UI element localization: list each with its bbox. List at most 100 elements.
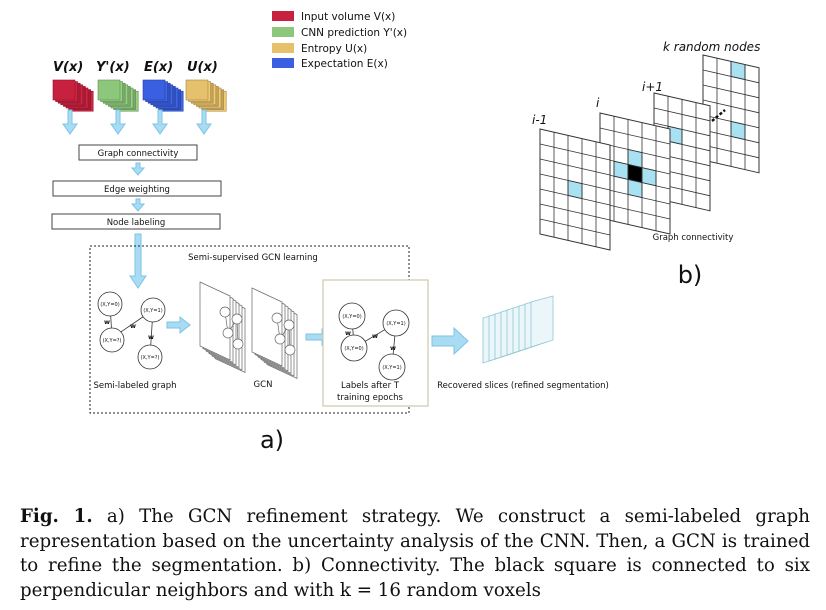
legend-swatch-cnn <box>272 27 294 37</box>
graph-node <box>137 344 163 370</box>
legend-label-input: Input volume V(x) <box>301 11 395 23</box>
node-label-y0: (X,Y=0) <box>344 346 363 352</box>
edge-label-w: w <box>130 322 136 330</box>
caption-fig-label: Fig. 1. <box>20 506 93 527</box>
semi-labeled-graph-label: Semi-labeled graph <box>93 381 176 391</box>
random-link-dashes <box>711 109 726 122</box>
legend-swatch-expectation <box>272 58 294 68</box>
legend-label-entropy: Entropy U(x) <box>301 43 367 55</box>
edge-weighting-label: Edge weighting <box>104 185 170 195</box>
volume-slice <box>52 79 76 101</box>
connectivity-grid <box>702 54 760 174</box>
panel-b-label: b) <box>678 261 703 289</box>
slice-label-next: i+1 <box>642 80 663 94</box>
grid-line <box>539 188 611 206</box>
node-labeling-box <box>51 213 221 230</box>
connectivity-grid <box>539 128 611 251</box>
volume-label-e: E(x) <box>144 60 173 75</box>
node-label-y1: (X,Y=1) <box>382 365 401 371</box>
grid-line <box>702 144 760 159</box>
volume-label-v: V(x) <box>53 60 83 75</box>
graph-node <box>340 334 368 362</box>
grid-line <box>599 172 671 190</box>
labels-after-t-box <box>322 279 429 407</box>
arrow-step-2 <box>130 198 146 212</box>
node-label-yq: (X,Y=?) <box>141 355 160 361</box>
gcn-node <box>271 312 283 324</box>
gcn-node <box>284 344 296 356</box>
edge-label-w: w <box>372 332 378 340</box>
legend-label-cnn: CNN prediction Y'(x) <box>301 27 407 39</box>
volume-stack <box>142 79 184 112</box>
node-label-yq: (X,Y=?) <box>103 338 122 344</box>
gcn-layer <box>251 287 283 367</box>
graph-node <box>378 353 406 381</box>
volume-arrows <box>62 109 212 135</box>
volume-slice <box>185 79 209 101</box>
node-label-y0: (X,Y=0) <box>100 302 119 308</box>
gcn-layer-stack <box>199 281 246 374</box>
edge-label-w: w <box>345 329 351 337</box>
grid-line <box>599 187 671 205</box>
recovered-slice <box>530 295 554 348</box>
volume-label-y: Y'(x) <box>96 60 130 75</box>
volume-stack <box>185 79 227 112</box>
gcn-panel-border <box>89 245 410 414</box>
legend-swatch-input <box>272 11 294 21</box>
labels-after-t-line1: Labels after T <box>341 381 400 391</box>
recovered-label: Recovered slices (refined segmentation) <box>437 381 609 391</box>
grid-line <box>599 157 671 175</box>
panel-b-caption: Graph connectivity <box>653 233 734 243</box>
recovered-slices <box>482 295 554 364</box>
volume-stack <box>97 79 139 112</box>
grid-line <box>539 173 611 191</box>
grid-line <box>702 99 760 114</box>
grid-line <box>599 142 671 160</box>
arrow-down-v <box>62 109 78 135</box>
graph-node <box>338 302 366 330</box>
grid-line <box>702 69 760 84</box>
connectivity-grids <box>539 54 760 251</box>
gcn-layer-stack <box>251 287 298 380</box>
grid-line <box>599 202 671 220</box>
gcn-layer <box>199 281 231 361</box>
arrow-step-1 <box>130 162 146 176</box>
volume-slice <box>97 79 121 101</box>
legend: Input volume V(x) CNN prediction Y'(x) E… <box>272 11 407 70</box>
graph-node <box>382 309 410 337</box>
gcn-node <box>274 333 286 345</box>
volume-slice <box>142 79 166 101</box>
edge-label-w: w <box>104 318 110 326</box>
legend-swatch-entropy <box>272 43 294 53</box>
volume-stack <box>52 79 94 112</box>
node-label-y1: (X,Y=1) <box>143 308 162 314</box>
graph-node <box>97 291 123 317</box>
labels-graph: (X,Y=0) (X,Y=1) (X,Y=0) (X,Y=1) w w w <box>338 302 410 381</box>
volume-label-u: U(x) <box>187 60 218 75</box>
semi-labeled-graph: (X,Y=0) (X,Y=1) (X,Y=?) (X,Y=?) w w w <box>97 291 166 370</box>
gcn-panel-title: Semi-supervised GCN learning <box>188 253 318 263</box>
labels-after-t-line2: training epochs <box>337 393 404 403</box>
arrow-to-gcn <box>166 315 191 335</box>
gcn-layers <box>199 281 298 380</box>
legend-label-expectation: Expectation E(x) <box>301 58 388 70</box>
arrow-down-u <box>196 109 212 135</box>
volume-stacks <box>52 79 227 112</box>
arrow-into-gcn <box>129 233 147 289</box>
node-label-y1: (X,Y=1) <box>386 321 405 327</box>
grid-line <box>653 107 711 122</box>
figure-canvas: Input volume V(x) CNN prediction Y'(x) E… <box>51 11 760 454</box>
gcn-node <box>222 327 234 339</box>
panel-a-label: a) <box>260 426 284 454</box>
grid-line <box>539 203 611 221</box>
arrow-to-recovered <box>431 326 469 356</box>
slice-label-cur: i <box>596 96 600 110</box>
gcn-node <box>231 313 243 325</box>
node-label-y0: (X,Y=0) <box>342 314 361 320</box>
arrow-down-y <box>110 109 126 135</box>
grid-line <box>539 158 611 176</box>
gcn-label: GCN <box>254 380 273 390</box>
connectivity-grid <box>599 112 671 235</box>
gcn-node <box>232 338 244 350</box>
grid-line <box>702 84 760 99</box>
